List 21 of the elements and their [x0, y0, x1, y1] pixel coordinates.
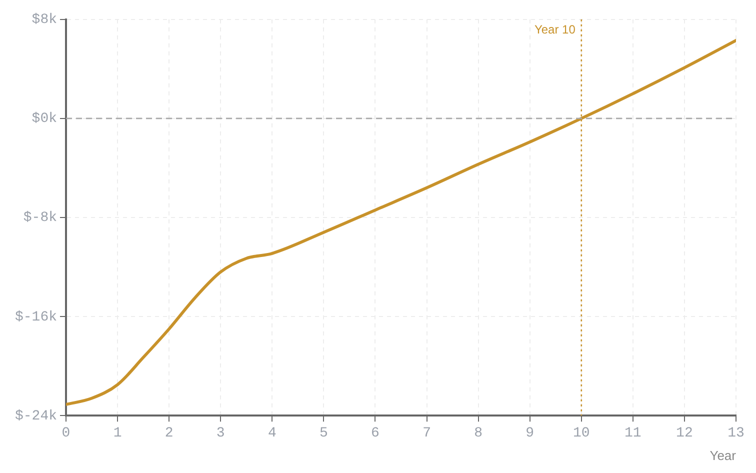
x-tick-label: 13: [728, 426, 744, 442]
x-tick-label: 10: [572, 426, 590, 442]
ref-line-label: Year 10: [534, 22, 576, 37]
x-tick-label: 2: [164, 426, 174, 442]
y-tick-label: $0k: [32, 111, 58, 128]
x-tick-label: 8: [474, 426, 483, 442]
x-tick-label: 1: [113, 426, 122, 442]
y-tick-label: $-8k: [23, 210, 58, 226]
x-tick-label: 5: [319, 426, 328, 442]
x-tick-label: 7: [422, 426, 431, 442]
x-tick-label: 3: [216, 426, 225, 442]
x-tick-label: 6: [371, 426, 380, 442]
x-tick-label: 11: [624, 426, 642, 442]
x-tick-label: 9: [526, 426, 534, 442]
y-tick-label: $-16k: [14, 309, 58, 326]
x-axis-title: Year: [710, 448, 737, 463]
y-tick-label: $8k: [32, 12, 58, 28]
x-tick-label: 4: [268, 426, 276, 442]
x-tick-label: 0: [62, 426, 70, 442]
x-tick-label: 12: [676, 426, 693, 442]
y-tick-label: $-24k: [14, 408, 58, 424]
